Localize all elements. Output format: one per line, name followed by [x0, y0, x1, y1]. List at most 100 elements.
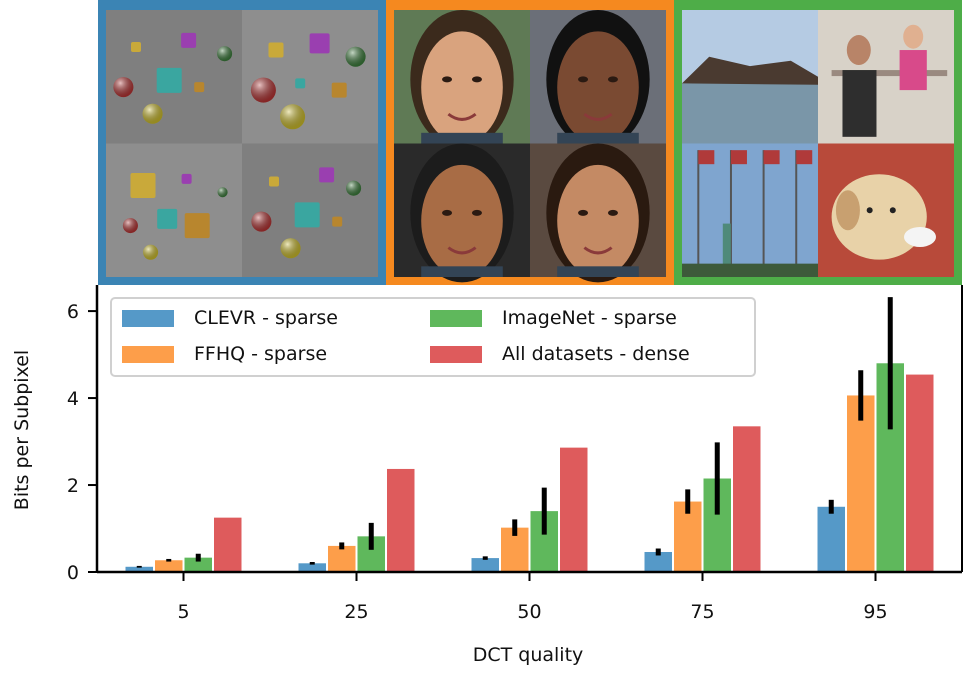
render-object: [181, 32, 197, 48]
face-clothing: [557, 132, 639, 144]
photo-dog-ear: [835, 190, 860, 231]
thumbnail-image: [394, 10, 530, 149]
y-axis-label: Bits per Subpixel: [11, 349, 33, 511]
render-object: [130, 173, 156, 199]
render-object-shade: [217, 187, 228, 198]
thumbnail-image: [394, 143, 530, 283]
render-object: [157, 208, 178, 229]
face-mouth: [447, 112, 477, 121]
bar-imagenet-5: [184, 557, 212, 572]
thumbnail-panel-imagenet: [674, 0, 962, 285]
render-object-shade: [217, 46, 233, 62]
thumbnail-image: [242, 143, 378, 277]
photo-child-body: [899, 50, 927, 91]
bar-clevr-95: [817, 506, 845, 572]
render-object: [331, 82, 347, 98]
legend-swatch-all: [430, 345, 482, 363]
photo-rocks: [682, 56, 818, 85]
render-object-shade: [250, 77, 276, 103]
thumbnail-image: [682, 10, 818, 144]
render-object: [181, 173, 192, 184]
photo-room: [818, 10, 954, 144]
thumbnail-image: [818, 10, 954, 144]
bar-ffhq-95: [847, 395, 875, 572]
thumbnail-image: [106, 10, 242, 144]
y-tick-label: 6: [67, 301, 79, 323]
bar-clevr-25: [298, 563, 326, 572]
photo-flag: [730, 150, 747, 165]
face-clothing: [421, 132, 503, 144]
photo-toy: [904, 226, 936, 247]
face-eye: [578, 76, 589, 83]
face-skin: [421, 164, 503, 277]
photo-child: [903, 24, 924, 49]
face-eye: [442, 209, 453, 216]
photo-dog-eye: [889, 207, 896, 214]
x-tick-label: 25: [344, 601, 368, 623]
legend-item-imagenet: ImageNet - sparse: [430, 307, 677, 329]
thumbnail-image: [242, 10, 378, 144]
render-object-shade: [345, 46, 366, 67]
face-mouth: [583, 112, 613, 121]
render-object: [131, 42, 141, 53]
photo-statue: [722, 223, 731, 271]
legend-swatch-ffhq: [122, 345, 174, 363]
x-tick-label: 50: [517, 601, 541, 623]
render-background: [242, 10, 378, 144]
x-axis-label: DCT quality: [472, 644, 584, 666]
bar-all-25: [387, 468, 415, 572]
render-object: [295, 78, 306, 89]
face-eye: [607, 76, 618, 83]
face-eye: [471, 76, 482, 83]
bar-ffhq-25: [328, 545, 356, 572]
face-skin: [557, 164, 639, 277]
thumbnail-image: [106, 143, 242, 277]
render-object: [332, 216, 343, 227]
face-eye: [578, 209, 589, 216]
y-tick-label: 2: [67, 475, 79, 497]
legend-item-all: All datasets - dense: [430, 343, 690, 365]
photo-sea: [682, 83, 818, 144]
legend-label-clevr: CLEVR - sparse: [194, 307, 338, 329]
render-object: [319, 167, 335, 183]
face-skin: [421, 31, 503, 144]
render-object-shade: [280, 104, 306, 130]
legend: CLEVR - sparse FFHQ - sparse ImageNet - …: [110, 297, 756, 377]
face-clothing: [557, 266, 639, 277]
y-tick-label: 4: [67, 388, 79, 410]
photo-bar: [831, 70, 948, 77]
render-object-shade: [142, 103, 163, 124]
bar-all-5: [214, 517, 242, 572]
render-object: [156, 67, 182, 93]
photo-person-body: [842, 70, 877, 137]
render-object: [269, 176, 279, 187]
bar-all-95: [906, 374, 934, 572]
bar-clevr-75: [644, 551, 672, 572]
x-tick-label: 75: [690, 601, 714, 623]
x-tick-label: 95: [863, 601, 887, 623]
thumbnail-image: [682, 143, 818, 277]
thumbnail-image: [818, 143, 954, 277]
render-object: [184, 213, 210, 239]
face-skin: [557, 31, 639, 144]
photo-dog-eye: [866, 207, 873, 214]
thumbnail-image: [530, 143, 666, 283]
bar-clevr-50: [471, 558, 499, 572]
photo-flag: [796, 150, 813, 165]
render-object: [268, 42, 284, 58]
legend-label-imagenet: ImageNet - sparse: [502, 307, 677, 329]
bar-all-75: [733, 426, 761, 572]
photo-ground: [682, 263, 818, 277]
x-tick-label: 5: [177, 601, 189, 623]
bar-all-50: [560, 447, 588, 572]
face-mouth: [447, 246, 477, 255]
face-eye: [471, 209, 482, 216]
bar-clevr-5: [125, 566, 153, 572]
render-object: [309, 33, 330, 54]
face-eye: [607, 209, 618, 216]
legend-item-ffhq: FFHQ - sparse: [122, 343, 327, 365]
legend-label-ffhq: FFHQ - sparse: [194, 343, 328, 365]
photo-person: [846, 35, 871, 66]
